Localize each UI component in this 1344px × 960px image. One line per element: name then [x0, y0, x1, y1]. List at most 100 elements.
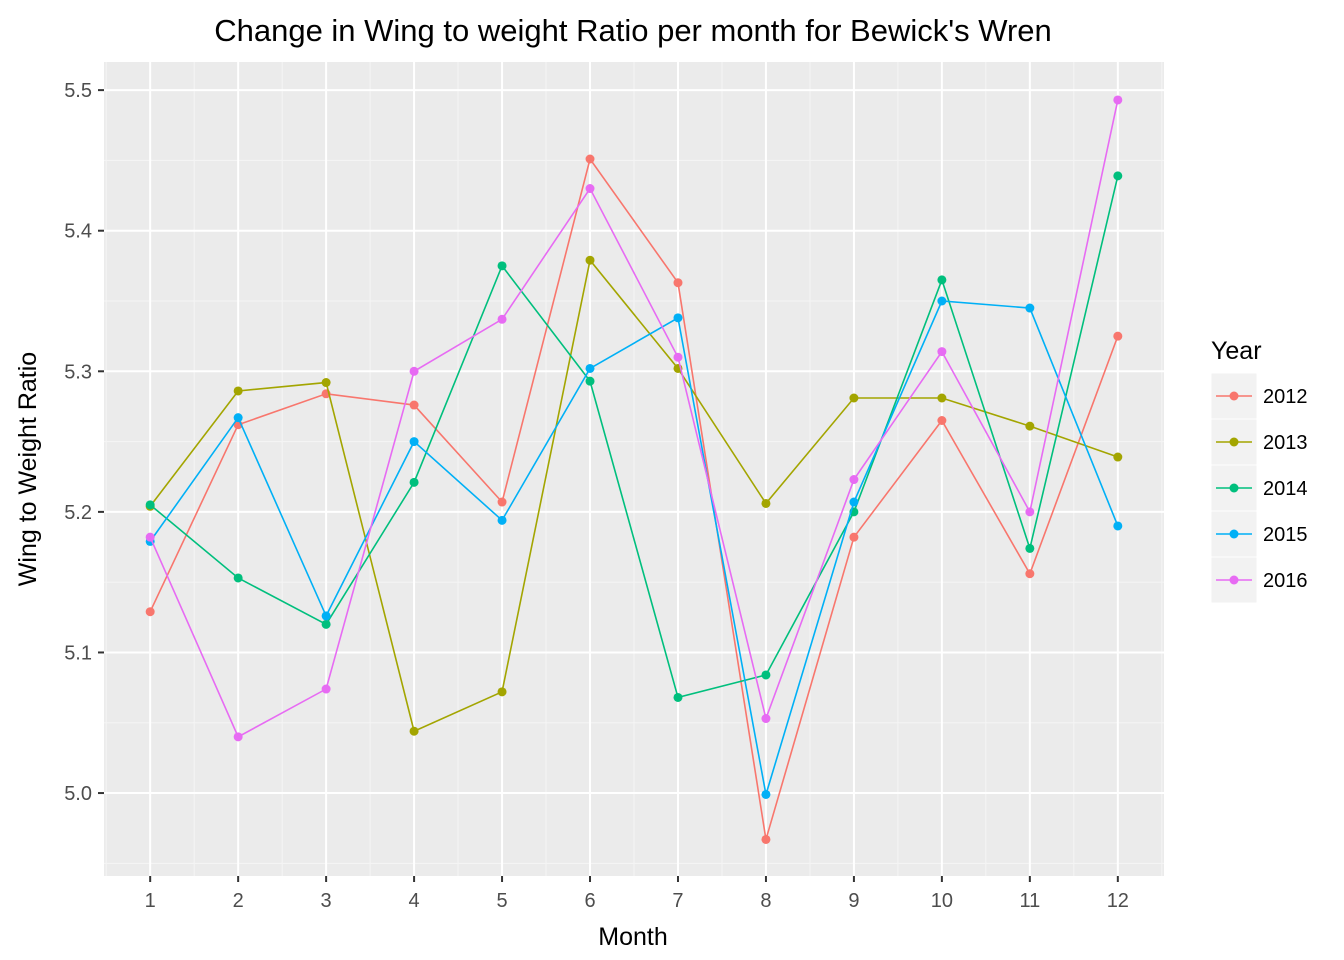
data-point-2012: [585, 154, 595, 164]
x-tick-label: 2: [233, 890, 244, 912]
series-2015: [145, 296, 1123, 799]
x-axis-title: Month: [598, 923, 667, 951]
major-gridlines: [104, 62, 1164, 876]
legend-item-2015: 2015: [1210, 510, 1308, 558]
legend-label: 2016: [1263, 570, 1308, 592]
data-point-2015: [233, 413, 243, 423]
legend-label: 2014: [1263, 478, 1308, 500]
data-point-2012: [497, 497, 507, 507]
data-point-2014: [321, 619, 331, 629]
legend-label: 2012: [1263, 386, 1308, 408]
data-point-2015: [1113, 521, 1123, 531]
series-line-2016: [149, 99, 1119, 738]
data-point-2012: [937, 415, 947, 425]
data-point-2014: [761, 670, 771, 680]
series-line-2014: [149, 175, 1119, 699]
x-tick-label: 8: [760, 890, 771, 912]
data-point-2016: [1025, 507, 1035, 517]
data-point-2015: [761, 789, 771, 799]
data-point-2016: [1113, 95, 1123, 105]
data-point-2016: [673, 352, 683, 362]
y-tick-label: 5.2: [64, 502, 92, 524]
data-point-2012: [1113, 331, 1123, 341]
data-point-2014: [585, 376, 595, 386]
data-point-2013: [761, 498, 771, 508]
x-tick-label: 12: [1107, 890, 1129, 912]
x-tick-label: 3: [321, 890, 332, 912]
data-point-2015: [409, 437, 419, 447]
series-line-2013: [149, 258, 1119, 733]
y-tick-label: 5.5: [64, 80, 92, 102]
data-point-2013: [497, 687, 507, 697]
series-line-2012: [149, 157, 1119, 840]
data-point-2014: [937, 275, 947, 285]
x-tick-label: 5: [496, 890, 507, 912]
x-axis: 1 2 3 4 5 6 7 8 9 10 11 12: [145, 876, 1129, 912]
series-layer: [145, 95, 1123, 844]
minor-gridlines: [104, 62, 1164, 876]
data-point-2016: [761, 714, 771, 724]
data-point-2016: [321, 684, 331, 694]
data-point-2016: [409, 366, 419, 376]
data-point-2012: [409, 400, 419, 410]
data-point-2015: [585, 363, 595, 373]
legend-item-2013: 2013: [1210, 418, 1308, 466]
legend-key-point: [1229, 483, 1239, 493]
x-tick-label: 7: [672, 890, 683, 912]
data-point-2012: [673, 278, 683, 288]
data-point-2014: [497, 261, 507, 271]
data-point-2015: [497, 515, 507, 525]
series-2012: [145, 154, 1123, 844]
y-tick-label: 5.1: [64, 642, 92, 664]
x-tick-label: 1: [145, 890, 156, 912]
data-point-2015: [849, 497, 859, 507]
data-point-2015: [937, 296, 947, 306]
data-point-2014: [233, 573, 243, 583]
data-point-2013: [321, 378, 331, 388]
data-point-2016: [497, 314, 507, 324]
chart-title: Change in Wing to weight Ratio per month…: [214, 13, 1052, 48]
series-line-2015: [149, 300, 1119, 795]
legend-item-2014: 2014: [1210, 464, 1308, 512]
legend-key-point: [1229, 437, 1239, 447]
y-axis: 5.0 5.1 5.2 5.3 5.4 5.5: [64, 80, 104, 805]
x-tick-label: 6: [584, 890, 595, 912]
data-point-2016: [233, 732, 243, 742]
data-point-2012: [145, 607, 155, 617]
data-point-2015: [673, 313, 683, 323]
y-axis-title: Wing to Weight Ratio: [14, 352, 42, 586]
data-point-2015: [321, 611, 331, 621]
x-tick-label: 10: [931, 890, 953, 912]
y-tick-label: 5.4: [64, 221, 92, 243]
x-tick-label: 4: [409, 890, 420, 912]
data-point-2013: [409, 726, 419, 736]
data-point-2014: [145, 500, 155, 510]
data-point-2016: [937, 347, 947, 357]
data-point-2013: [1025, 421, 1035, 431]
data-point-2014: [1025, 543, 1035, 553]
x-tick-label: 9: [848, 890, 859, 912]
legend-title: Year: [1211, 337, 1262, 365]
data-point-2014: [673, 692, 683, 702]
legend: Year 2012 2013 2014 2015 2016: [1210, 337, 1308, 604]
data-point-2016: [145, 532, 155, 542]
legend-label: 2015: [1263, 524, 1308, 546]
y-tick-label: 5.3: [64, 361, 92, 383]
legend-label: 2013: [1263, 432, 1308, 454]
data-point-2016: [849, 475, 859, 485]
y-tick-label: 5.0: [64, 783, 92, 805]
data-point-2013: [1113, 452, 1123, 462]
data-point-2013: [585, 255, 595, 265]
series-2013: [145, 255, 1123, 736]
data-point-2013: [937, 393, 947, 403]
data-point-2012: [761, 834, 771, 844]
series-2014: [145, 171, 1123, 702]
data-point-2014: [409, 477, 419, 487]
data-point-2012: [1025, 569, 1035, 579]
x-tick-label: 11: [1019, 890, 1040, 912]
legend-key-point: [1229, 529, 1239, 539]
series-2016: [145, 95, 1123, 742]
legend-item-2016: 2016: [1210, 556, 1308, 604]
legend-key-point: [1229, 575, 1239, 585]
